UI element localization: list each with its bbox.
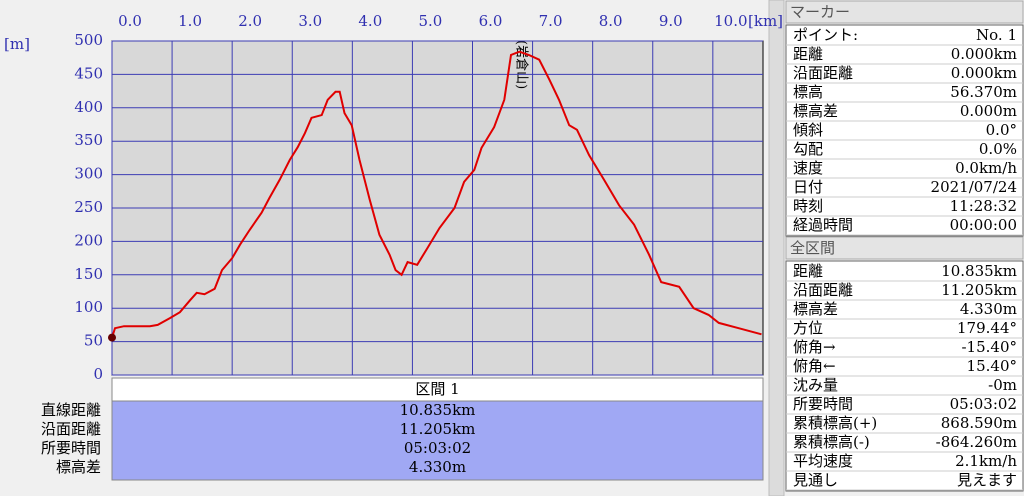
panel-title: 全区間	[790, 239, 835, 257]
x-tick-label: 6.0	[479, 12, 503, 30]
panel-label: 沿面距離	[793, 281, 853, 299]
panel-value: No. 1	[976, 26, 1017, 44]
table-value: 05:03:02	[404, 439, 471, 457]
x-tick-label: 2.0	[238, 12, 262, 30]
panel-value: 0.0km/h	[955, 159, 1017, 177]
y-tick-label: 0	[93, 365, 103, 383]
y-tick-label: 400	[74, 98, 103, 116]
panel-value: 0.000km	[951, 45, 1017, 63]
panel-label: 累積標高(-)	[793, 433, 870, 451]
y-tick-label: 300	[74, 165, 103, 183]
panel-value: 4.330m	[960, 300, 1017, 318]
panel-label: 見通し	[793, 471, 838, 489]
panel-value: -0m	[988, 376, 1017, 394]
panel-label: 経過時間	[793, 216, 853, 234]
panel-value: 15.40°	[967, 357, 1017, 375]
panel-label: 俯角←	[793, 357, 836, 375]
table-body-bg	[111, 400, 764, 481]
panel-label: 標高差	[793, 300, 838, 318]
panel-value: 2021/07/24	[931, 178, 1017, 196]
table-label: 直線距離	[41, 401, 101, 419]
panel-label: 平均速度	[793, 452, 853, 470]
panel-label: 速度	[793, 159, 823, 177]
panel-title-bg	[785, 236, 1024, 260]
y-tick-label: 100	[74, 298, 103, 316]
panel-value: 10.835km	[941, 262, 1017, 280]
table-value: 4.330m	[409, 458, 466, 476]
panel-label: 標高差	[793, 102, 838, 120]
y-tick-label: 50	[84, 332, 103, 350]
y-tick-label: 250	[74, 198, 103, 216]
x-unit: [km]	[748, 12, 783, 30]
panel-label: 沈み量	[793, 376, 838, 394]
panel-label: 日付	[793, 178, 823, 196]
panel-label: 時刻	[793, 197, 823, 215]
y-tick-label: 350	[74, 131, 103, 149]
panel-value: 11.205km	[941, 281, 1017, 299]
panel-title-bg	[785, 0, 1024, 24]
x-tick-label: 10.0	[714, 12, 747, 30]
y-tick-label: 450	[74, 64, 103, 82]
x-tick-label: 3.0	[298, 12, 322, 30]
start-marker	[108, 333, 116, 342]
table-header: 区間 1	[415, 380, 459, 398]
panel-title: マーカー	[790, 3, 850, 21]
panel-value: -15.40°	[961, 338, 1017, 356]
y-unit: [m]	[4, 35, 30, 53]
x-tick-label: 0.0	[118, 12, 142, 30]
panel-value: 11:28:32	[950, 197, 1017, 215]
panel-label: 距離	[793, 45, 823, 63]
x-tick-label: 7.0	[539, 12, 563, 30]
panel-label: ポイント:	[793, 26, 858, 44]
panel-label: 距離	[793, 262, 823, 280]
table-value: 10.835km	[400, 401, 476, 419]
panel-value: 2.1km/h	[955, 452, 1017, 470]
panel-value: -864.260m	[936, 433, 1017, 451]
panel-value: 05:03:02	[950, 395, 1017, 413]
panel-value: 0.0%	[979, 140, 1017, 158]
x-tick-label: 5.0	[418, 12, 442, 30]
panel-body	[785, 24, 1024, 237]
x-tick-label: 9.0	[659, 12, 683, 30]
panel-label: 累積標高(+)	[793, 414, 877, 432]
x-tick-label: 1.0	[178, 12, 202, 30]
x-tick-label: 8.0	[599, 12, 623, 30]
table-value: 11.205km	[400, 420, 476, 438]
panel-label: 標高	[793, 83, 823, 101]
y-tick-label: 500	[74, 31, 103, 49]
panel-label: 方位	[793, 319, 823, 337]
y-tick-label: 150	[74, 265, 103, 283]
table-label: 所要時間	[41, 439, 101, 457]
panel-value: 見えます	[957, 471, 1017, 489]
x-tick-label: 4.0	[358, 12, 382, 30]
elevation-line	[111, 50, 762, 338]
panel-value: 0.000km	[951, 64, 1017, 82]
table-label: 沿面距離	[41, 420, 101, 438]
panel-label: 俯角→	[793, 338, 836, 356]
table-label: 標高差	[56, 458, 101, 476]
peak-annotation: (岩倉山)	[514, 40, 529, 89]
panel-value: 0.0°	[986, 121, 1017, 139]
y-tick-label: 200	[74, 231, 103, 249]
panel-value: 00:00:00	[950, 216, 1017, 234]
splitter[interactable]	[768, 0, 785, 496]
panel-label: 勾配	[793, 140, 823, 158]
panel-label: 所要時間	[793, 395, 853, 413]
panel-label: 沿面距離	[793, 64, 853, 82]
panel-value: 0.000m	[960, 102, 1017, 120]
panel-value: 179.44°	[957, 319, 1017, 337]
panel-value: 868.590m	[941, 414, 1017, 432]
panel-value: 56.370m	[950, 83, 1017, 101]
panel-label: 傾斜	[793, 121, 823, 139]
